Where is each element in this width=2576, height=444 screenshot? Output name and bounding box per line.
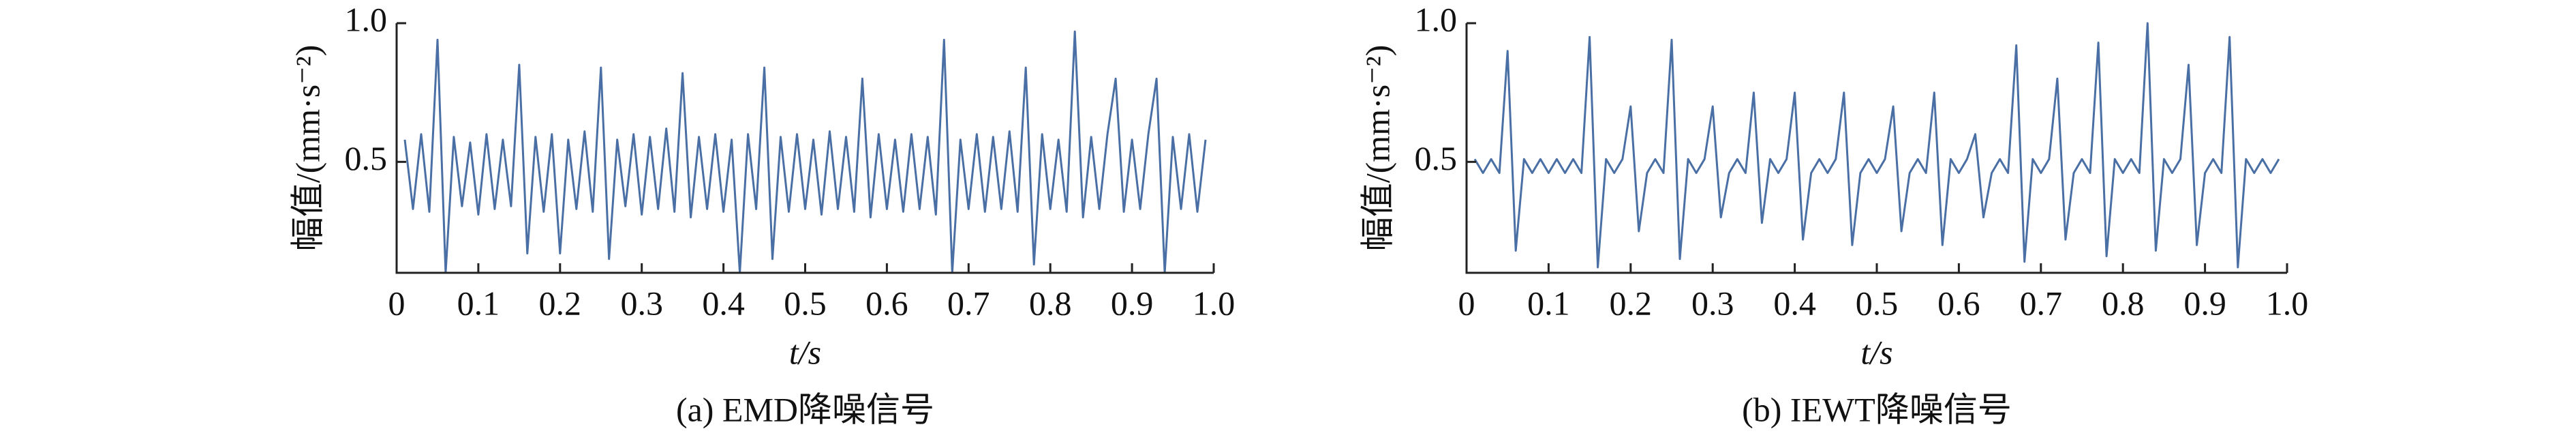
x-tick-label: 0.7 (947, 284, 990, 322)
x-tick-label: 0.7 (2020, 284, 2063, 322)
x-tick-label: 0 (1458, 284, 1475, 322)
x-tick-label: 0.8 (1029, 284, 1072, 322)
x-axis-label: t/s (789, 333, 821, 371)
x-tick-label: 0.9 (1111, 284, 1154, 322)
signal-line (403, 30, 1207, 274)
y-tick-label: 1.0 (1415, 0, 1458, 38)
x-tick-label: 0.2 (539, 284, 582, 322)
x-tick-label: 0.1 (1527, 284, 1570, 322)
x-tick-label: 0.6 (1937, 284, 1980, 322)
y-tick-label: 0.5 (1415, 139, 1458, 177)
y-tick-label: 0.5 (345, 139, 388, 177)
subplot-caption: (b) IEWT降噪信号 (1742, 390, 2012, 428)
x-tick-label: 0.1 (457, 284, 500, 322)
x-tick-label: 0 (388, 284, 405, 322)
x-tick-label: 1.0 (2266, 284, 2309, 322)
x-tick-label: 1.0 (1193, 284, 1236, 322)
x-axis-label: t/s (1860, 333, 1892, 371)
signal-line (1473, 22, 2280, 269)
x-tick-label: 0.5 (784, 284, 827, 322)
x-tick-label: 0.4 (1773, 284, 1816, 322)
y-axis-label: 幅值/(mm·s⁻²) (288, 45, 326, 251)
x-tick-label: 0.8 (2102, 284, 2145, 322)
x-tick-label: 0.6 (865, 284, 908, 322)
axis-lines (395, 23, 1214, 274)
y-axis-label: 幅值/(mm·s⁻²) (1358, 45, 1396, 251)
y-tick-label: 1.0 (345, 0, 388, 38)
x-tick-label: 0.4 (702, 284, 745, 322)
x-tick-label: 0.2 (1610, 284, 1653, 322)
x-tick-label: 0.3 (620, 284, 663, 322)
subplot-caption: (a) EMD降噪信号 (676, 390, 934, 428)
x-tick-label: 0.9 (2183, 284, 2226, 322)
x-tick-label: 0.5 (1856, 284, 1899, 322)
x-tick-label: 0.3 (1691, 284, 1734, 322)
